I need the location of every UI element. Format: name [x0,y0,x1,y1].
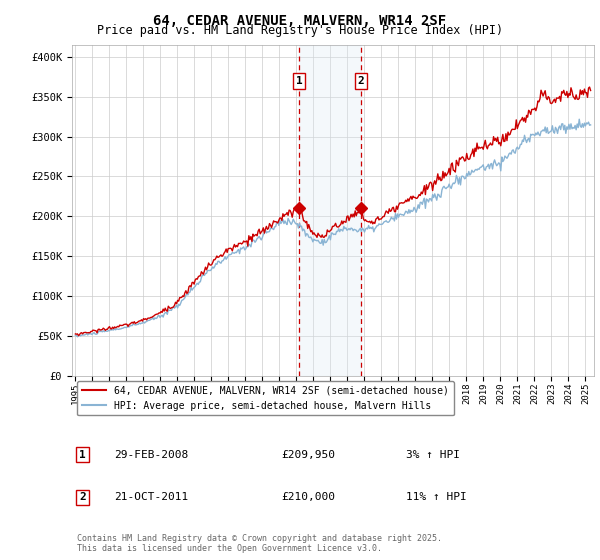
Text: 11% ↑ HPI: 11% ↑ HPI [406,492,467,502]
Text: £209,950: £209,950 [281,450,335,460]
Text: 1: 1 [296,76,302,86]
Text: 2: 2 [358,76,364,86]
Text: 1: 1 [79,450,86,460]
Text: Price paid vs. HM Land Registry's House Price Index (HPI): Price paid vs. HM Land Registry's House … [97,24,503,37]
Text: 2: 2 [79,492,86,502]
Text: 3% ↑ HPI: 3% ↑ HPI [406,450,460,460]
Text: 64, CEDAR AVENUE, MALVERN, WR14 2SF: 64, CEDAR AVENUE, MALVERN, WR14 2SF [154,14,446,28]
Text: Contains HM Land Registry data © Crown copyright and database right 2025.
This d: Contains HM Land Registry data © Crown c… [77,534,442,553]
Text: £210,000: £210,000 [281,492,335,502]
Legend: 64, CEDAR AVENUE, MALVERN, WR14 2SF (semi-detached house), HPI: Average price, s: 64, CEDAR AVENUE, MALVERN, WR14 2SF (sem… [77,381,454,416]
Text: 29-FEB-2008: 29-FEB-2008 [114,450,188,460]
Text: 21-OCT-2011: 21-OCT-2011 [114,492,188,502]
Bar [299,45,361,376]
